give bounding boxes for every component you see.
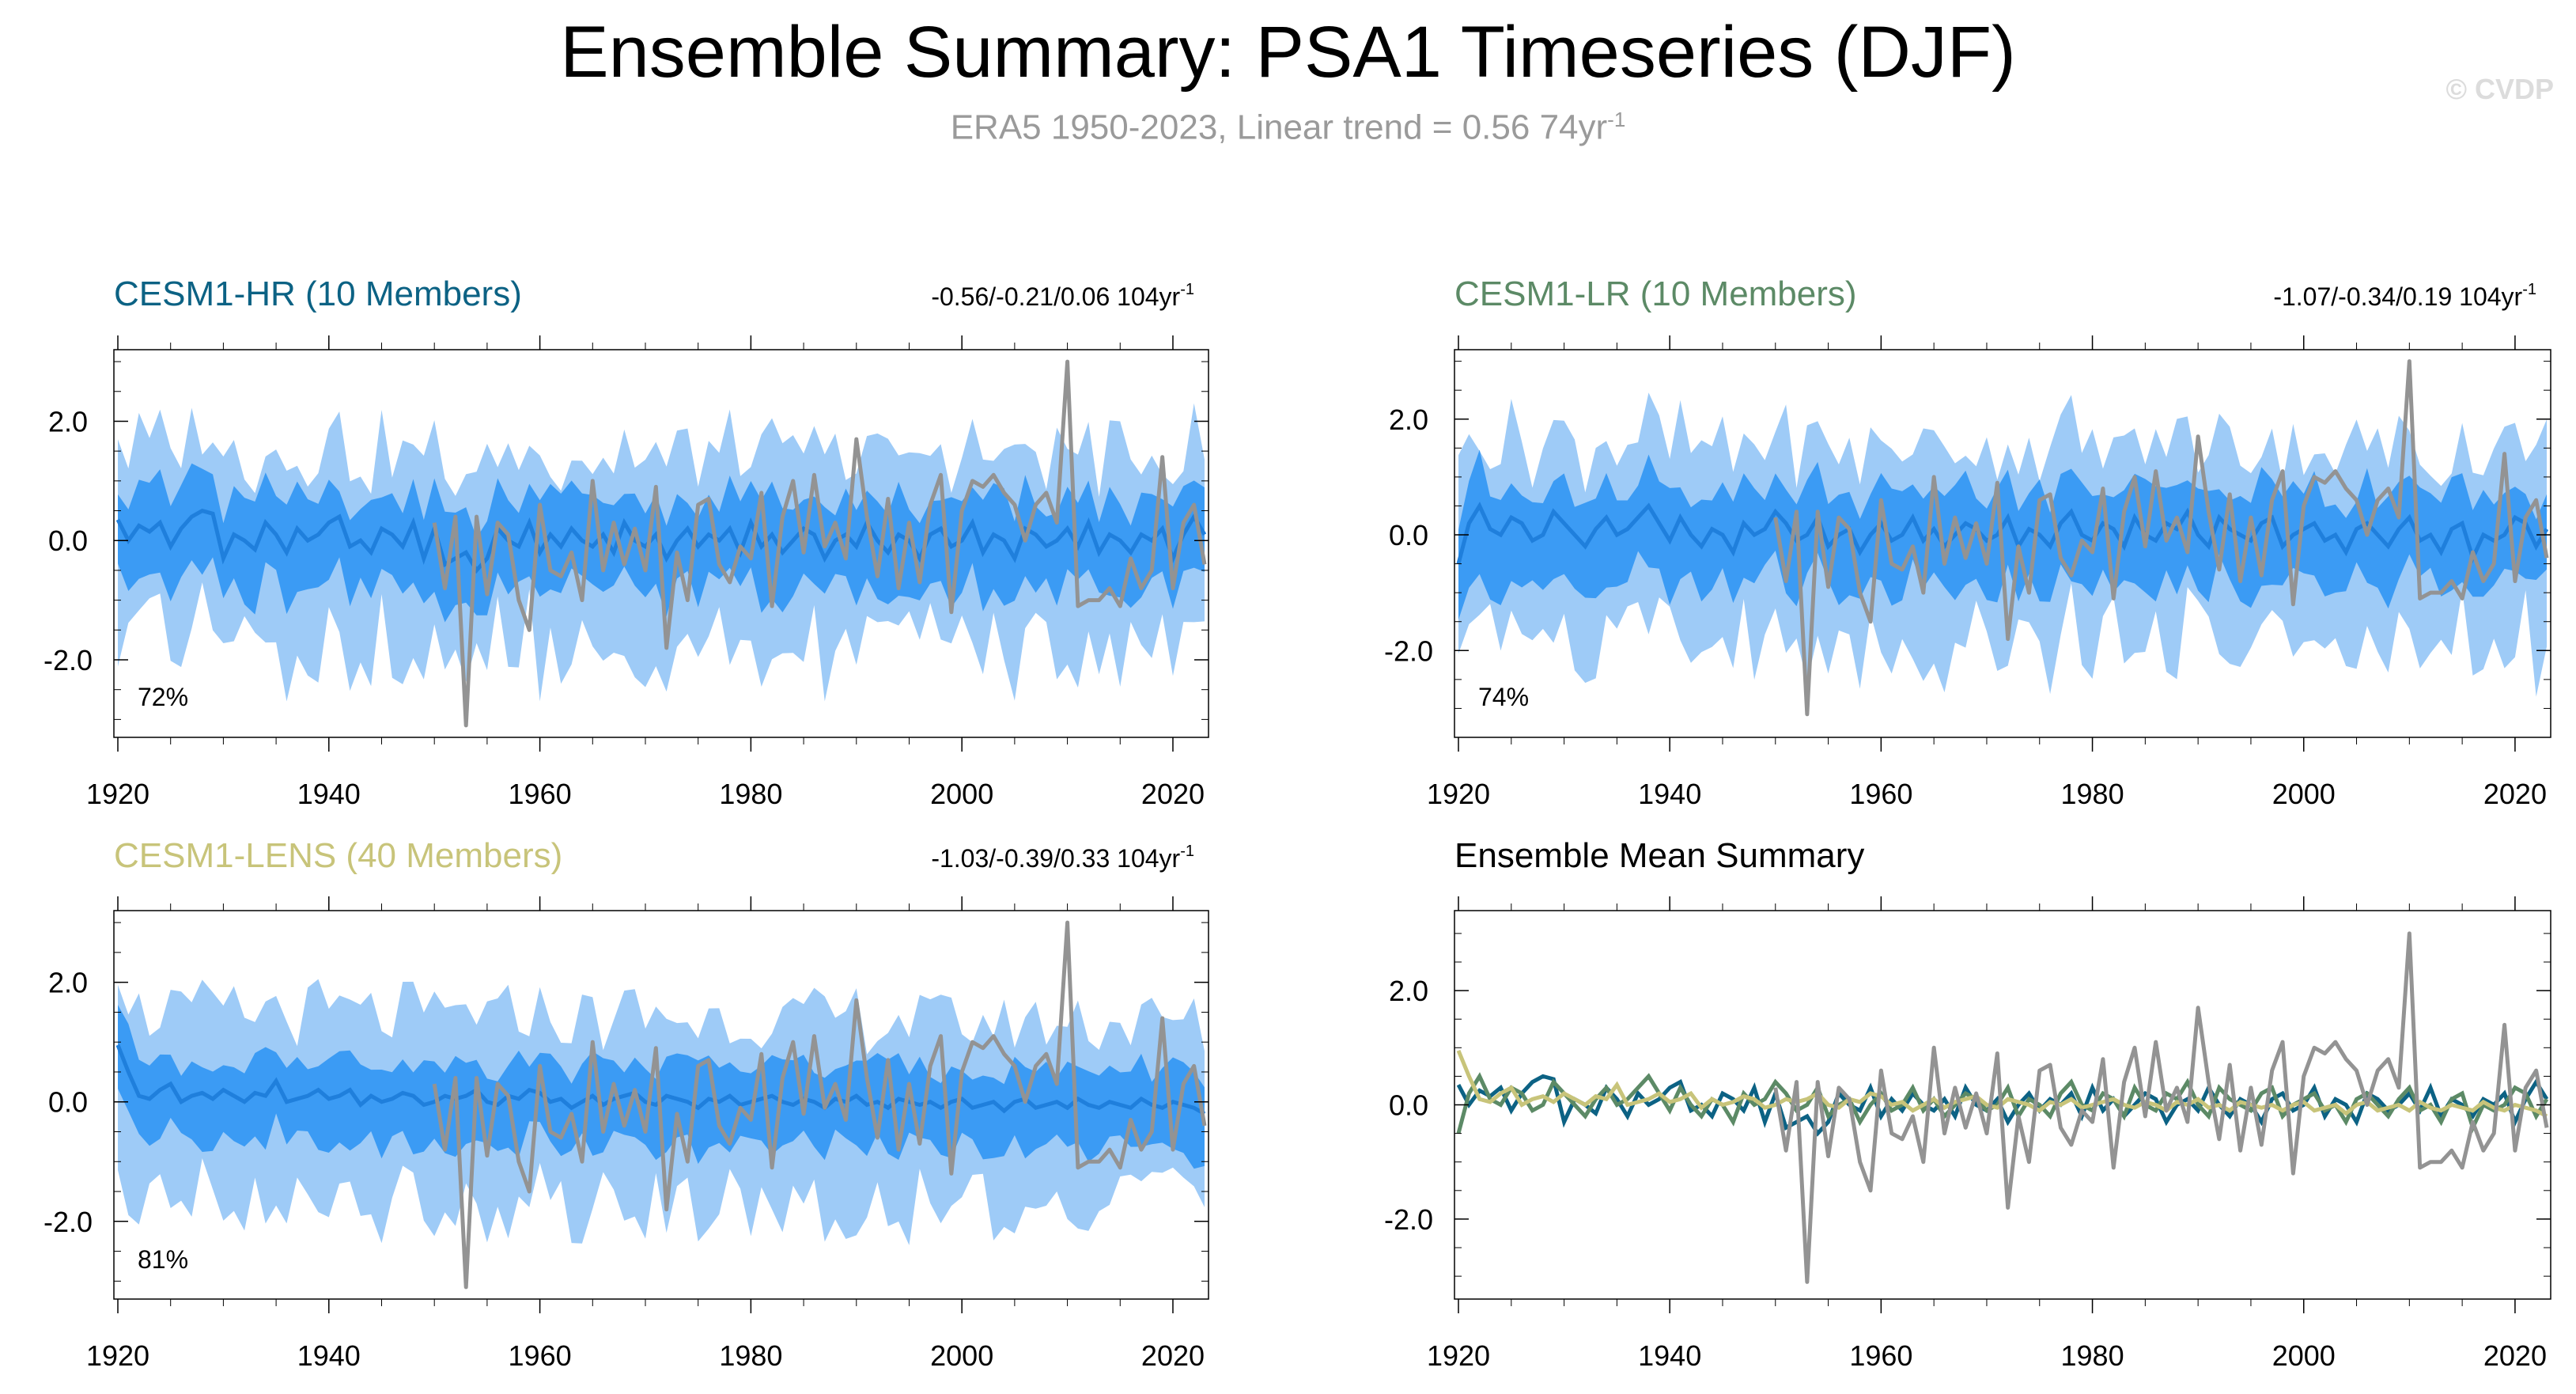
y-tick-label: 0.0 (1389, 519, 1428, 551)
plot-frame (113, 349, 1209, 738)
x-tick-label: 2020 (1141, 778, 1205, 810)
plot-content (1456, 931, 2549, 1284)
x-tick-label: 1960 (509, 1339, 572, 1372)
observed-line (1773, 931, 2549, 1284)
trend-superscript: -1 (1180, 281, 1194, 298)
y-tick-label: -2.0 (1384, 634, 1433, 667)
x-tick-label: 1920 (1427, 778, 1490, 810)
panel-title: CESM1-LR (10 Members) (1454, 275, 1857, 313)
subtitle-text: ERA5 1950-2023, Linear trend = 0.56 74yr (950, 108, 1608, 147)
band-inner (118, 1005, 1205, 1169)
y-tick-label: 2.0 (1389, 403, 1428, 436)
x-tick-label: 1940 (297, 778, 361, 810)
trend-text: -1.03/-0.39/0.33 104yr (931, 844, 1180, 873)
panel-cesm1-lr: CESM1-LR (10 Members) -1.07/-0.34/0.19 10… (1384, 275, 2551, 810)
observed-line (1773, 359, 2549, 717)
x-tick-label: 2020 (1141, 1339, 1205, 1372)
x-tick-label: 1920 (86, 1339, 149, 1372)
plot-frame (1454, 349, 2551, 738)
x-tick-label: 1920 (1427, 1339, 1490, 1372)
plot-content (115, 359, 1207, 728)
panel-title: CESM1-HR (10 Members) (114, 275, 522, 313)
watermark: © CVDP (2445, 73, 2554, 105)
x-tick-label: 2000 (930, 778, 993, 810)
y-tick-label: -2.0 (1384, 1203, 1433, 1236)
y-tick-label: -2.0 (44, 1206, 93, 1238)
y-tick-label: 0.0 (48, 525, 88, 557)
panel-title: CESM1-LENS (40 Members) (114, 836, 562, 875)
x-tick-label: 1960 (509, 778, 572, 810)
observed-line (432, 920, 1207, 1290)
x-tick-label: 1920 (86, 778, 149, 810)
x-tick-label: 2000 (2272, 778, 2336, 810)
y-tick-label: 2.0 (48, 405, 88, 438)
trend-label: -1.07/-0.34/0.19 104yr-1 (2273, 281, 2536, 311)
x-tick-label: 1940 (1638, 778, 1701, 810)
panel-cesm1-lens: CESM1-LENS (40 Members) -1.03/-0.39/0.33 … (44, 836, 1209, 1372)
percent-label: 74% (1478, 683, 1529, 711)
trend-text: -0.56/-0.21/0.06 104yr (931, 282, 1180, 311)
subtitle-superscript: -1 (1607, 108, 1626, 131)
y-tick-label: 0.0 (1389, 1089, 1428, 1122)
trend-superscript: -1 (2522, 281, 2536, 298)
percent-label: 72% (138, 683, 188, 711)
y-tick-label: -2.0 (44, 644, 93, 676)
x-tick-label: 2020 (2483, 778, 2547, 810)
x-tick-label: 1980 (2061, 778, 2124, 810)
figure-title: Ensemble Summary: PSA1 Timeseries (DJF) (560, 12, 2016, 93)
x-tick-label: 2000 (2272, 1339, 2336, 1372)
trend-label: -1.03/-0.39/0.33 104yr-1 (931, 843, 1194, 873)
x-tick-label: 1960 (1849, 778, 1912, 810)
plot-content (1456, 359, 2549, 717)
x-tick-label: 1980 (719, 778, 782, 810)
trend-label: -0.56/-0.21/0.06 104yr-1 (931, 281, 1194, 311)
y-tick-label: 0.0 (48, 1086, 88, 1119)
observed-line (432, 359, 1207, 728)
x-tick-label: 1980 (2061, 1339, 2124, 1372)
plot-frame (113, 910, 1209, 1300)
y-tick-label: 2.0 (48, 967, 88, 999)
x-tick-label: 1940 (297, 1339, 361, 1372)
panel-cesm1-hr: CESM1-HR (10 Members) -0.56/-0.21/0.06 10… (44, 275, 1209, 810)
trend-text: -1.07/-0.34/0.19 104yr (2273, 282, 2522, 311)
panel-title: Ensemble Mean Summary (1454, 836, 1864, 875)
percent-label: 81% (138, 1245, 188, 1274)
trend-superscript: -1 (1180, 843, 1194, 860)
x-tick-label: 1940 (1638, 1339, 1701, 1372)
x-tick-label: 2000 (930, 1339, 993, 1372)
y-tick-label: 2.0 (1389, 975, 1428, 1007)
x-tick-label: 2020 (2483, 1339, 2547, 1372)
x-tick-label: 1960 (1849, 1339, 1912, 1372)
panel-ensemble-mean-summary: Ensemble Mean Summary 2.0 0.0 -2.0 1920 1940 1… (1384, 836, 2551, 1372)
plot-content (115, 920, 1207, 1290)
figure-subtitle: ERA5 1950-2023, Linear trend = 0.56 74yr… (0, 108, 2576, 148)
x-tick-label: 1980 (719, 1339, 782, 1372)
